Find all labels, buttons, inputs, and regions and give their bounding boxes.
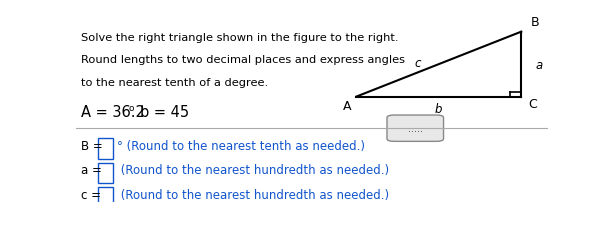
- Text: c: c: [415, 57, 421, 69]
- FancyBboxPatch shape: [98, 138, 113, 159]
- Text: .....: .....: [408, 124, 423, 134]
- Text: B: B: [531, 16, 539, 29]
- Text: o: o: [129, 104, 134, 113]
- Text: Round lengths to two decimal places and express angles: Round lengths to two decimal places and …: [81, 55, 405, 65]
- Text: c =: c =: [81, 188, 105, 201]
- Text: (Round to the nearest hundredth as needed.): (Round to the nearest hundredth as neede…: [117, 164, 389, 177]
- Text: b = 45: b = 45: [140, 105, 188, 120]
- Text: (Round to the nearest hundredth as needed.): (Round to the nearest hundredth as neede…: [117, 188, 389, 201]
- Text: a: a: [536, 58, 543, 71]
- Text: Solve the right triangle shown in the figure to the right.: Solve the right triangle shown in the fi…: [81, 32, 398, 42]
- FancyBboxPatch shape: [98, 163, 113, 183]
- Text: B =: B =: [81, 139, 106, 152]
- Text: b: b: [435, 103, 443, 116]
- Text: A = 36.2: A = 36.2: [81, 105, 145, 120]
- FancyBboxPatch shape: [387, 116, 443, 142]
- Text: to the nearest tenth of a degree.: to the nearest tenth of a degree.: [81, 78, 268, 88]
- FancyBboxPatch shape: [98, 188, 113, 208]
- Text: A: A: [343, 99, 351, 112]
- Text: C: C: [529, 98, 537, 111]
- Text: a =: a =: [81, 164, 105, 177]
- Text: ° (Round to the nearest tenth as needed.): ° (Round to the nearest tenth as needed.…: [117, 139, 365, 152]
